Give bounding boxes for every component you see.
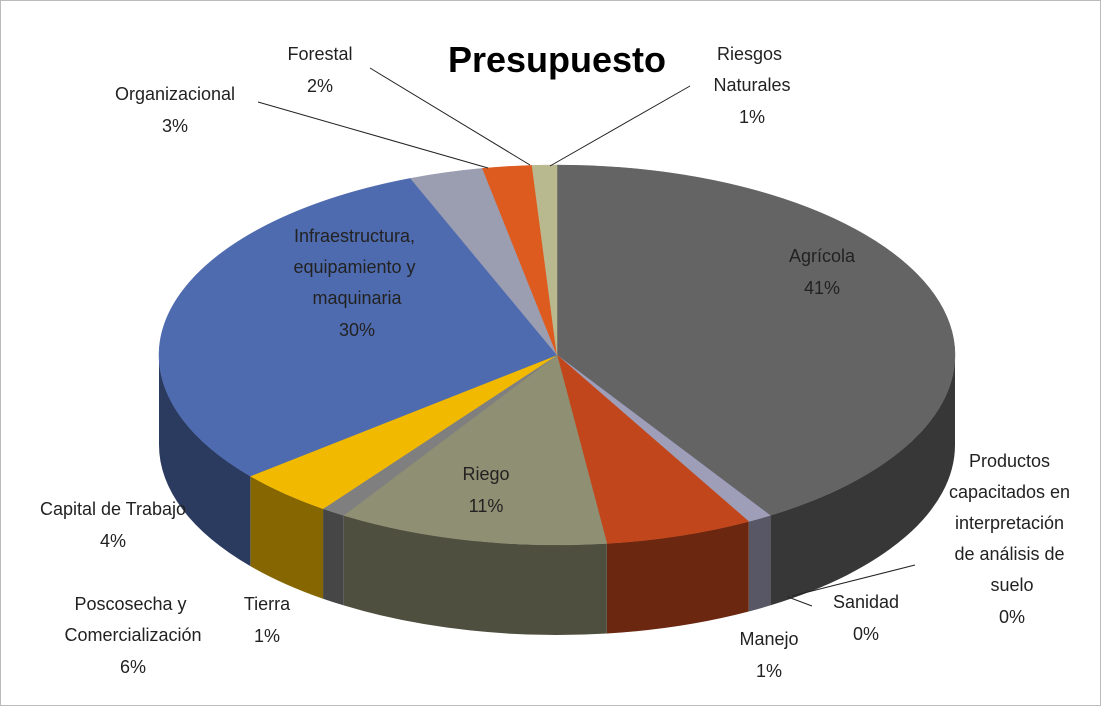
chart-title: Presupuesto <box>448 39 666 80</box>
value-label: 41% <box>804 278 840 298</box>
value-label: 1% <box>254 626 280 646</box>
label-line: Organizacional <box>115 84 235 104</box>
value-label: 11% <box>469 496 504 516</box>
label-line: Riesgos <box>717 44 787 64</box>
data-label: Organizacional <box>115 84 235 104</box>
leader-line <box>549 85 691 167</box>
slice <box>343 354 608 546</box>
slice <box>531 164 558 356</box>
leader-line <box>369 67 531 166</box>
label-line: Manejo <box>739 629 798 649</box>
label-line: Comercialización <box>64 625 201 645</box>
value-label: 30% <box>339 320 375 340</box>
slice-side <box>606 521 749 634</box>
leader-line <box>791 564 916 597</box>
data-label: Capital de Trabajo <box>40 499 186 519</box>
label-line: capacitados en <box>949 482 1075 502</box>
slice-side <box>250 476 324 599</box>
value-label: 6% <box>120 657 146 677</box>
value-label: 2% <box>307 76 333 96</box>
leader-line <box>257 101 489 169</box>
data-label: Sanidad <box>833 592 899 612</box>
data-label: Manejo <box>739 629 798 649</box>
label-line: interpretación <box>955 513 1069 533</box>
label-line: Riego <box>462 464 509 484</box>
slice-side <box>323 508 344 606</box>
label-line: Poscosecha y <box>74 594 191 614</box>
label-line: Productos <box>969 451 1055 471</box>
data-label: Agrícola <box>789 246 856 266</box>
slice <box>158 178 558 477</box>
data-label: Tierra <box>244 594 291 614</box>
label-line: de análisis de <box>954 544 1069 564</box>
value-label: 0% <box>999 607 1025 627</box>
label-line: Naturales <box>713 75 790 95</box>
data-label: Riesgos Naturales <box>713 44 790 95</box>
label-line: suelo <box>990 575 1033 595</box>
label-line: equipamiento y <box>293 257 420 277</box>
value-label: 1% <box>756 661 782 681</box>
slice-side <box>159 355 251 567</box>
data-label: Productos capacitados en interpretación … <box>949 451 1075 595</box>
label-line: Forestal <box>287 44 352 64</box>
leader-line <box>787 596 813 607</box>
value-label: 0% <box>853 624 879 644</box>
slice <box>556 354 750 544</box>
label-line: Agrícola <box>789 246 856 266</box>
slice-side <box>343 515 607 635</box>
value-label: 1% <box>739 107 765 127</box>
label-line: Sanidad <box>833 592 899 612</box>
data-label: Riego <box>462 464 509 484</box>
slice <box>556 164 956 516</box>
slice-side <box>770 355 955 606</box>
label-line: Infraestructura, <box>294 226 420 246</box>
slice-side <box>748 515 771 612</box>
data-label: Forestal <box>287 44 352 64</box>
data-label: Infraestructura, equipamiento y maquinar… <box>293 226 420 308</box>
value-label: 4% <box>100 531 126 551</box>
label-line: maquinaria <box>312 288 402 308</box>
label-line: Capital de Trabajo <box>40 499 186 519</box>
data-label: Poscosecha y Comercialización <box>64 594 201 645</box>
label-line: Tierra <box>244 594 291 614</box>
value-label: 3% <box>162 116 188 136</box>
